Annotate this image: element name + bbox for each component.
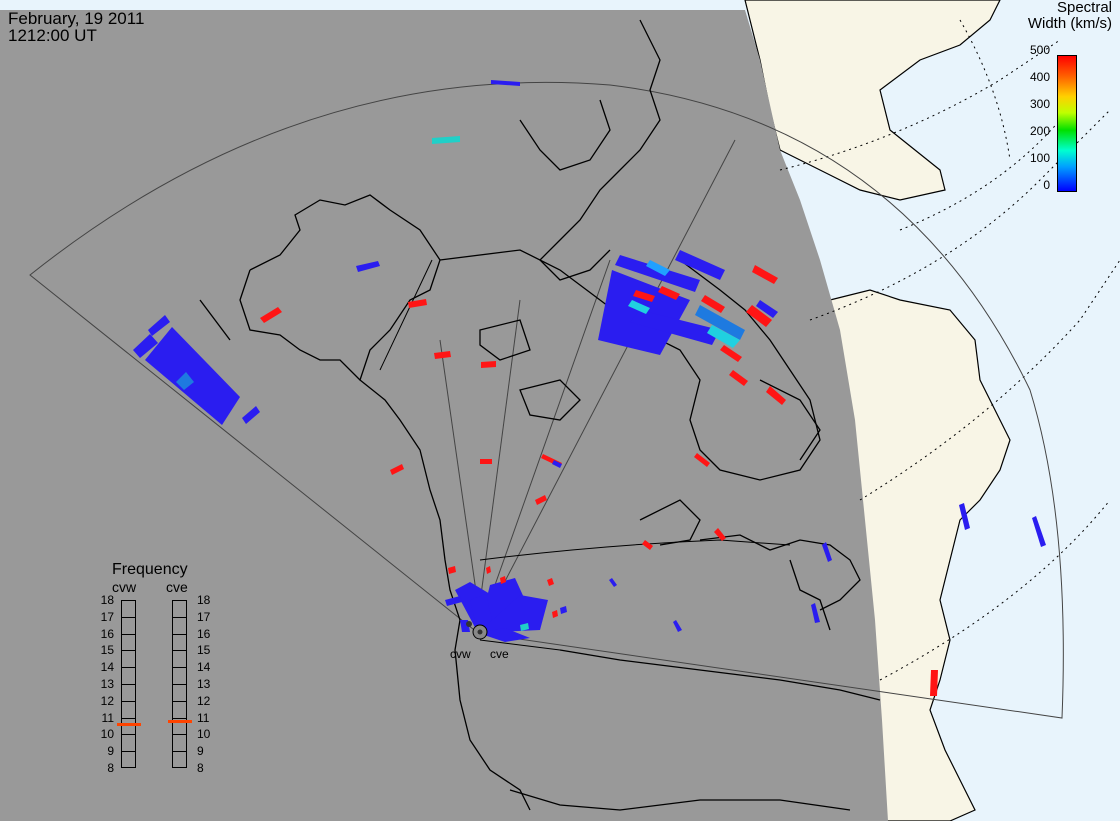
night-region [0, 10, 888, 821]
scatter-misc [260, 80, 1046, 696]
colorbar-title-line1: Spectral [1056, 0, 1112, 16]
frequency-tick-label: 11 [197, 710, 210, 725]
frequency-tick-label: 10 [100, 727, 114, 742]
frequency-tick-label: 12 [100, 693, 114, 708]
frequency-tick-label: 9 [197, 744, 204, 759]
colorbar-tick: 500 [1029, 43, 1050, 57]
radar-label-cvw: cvw [450, 647, 471, 661]
colorbar-title: Spectral Width (km/s) [1028, 0, 1112, 32]
graticule [779, 19, 1120, 681]
frequency-tick-label: 15 [100, 643, 114, 658]
colorbar-tick: 0 [1043, 178, 1050, 192]
radar-sites [466, 621, 488, 640]
frequency-tick-label: 13 [197, 677, 211, 691]
colorbar-tick: 100 [1029, 151, 1050, 165]
scatter-near-radar [445, 566, 567, 642]
frequency-tick-label: 16 [100, 626, 114, 641]
colorbar-tick: 300 [1029, 97, 1050, 111]
frequency-radar-cve: cve [166, 579, 188, 595]
fov-outline [29, 81, 1064, 719]
frequency-tick-label: 17 [197, 609, 211, 624]
colorbar-scale [1057, 55, 1077, 192]
radar-site-marker [466, 621, 472, 627]
frequency-title: Frequency [112, 561, 188, 578]
frequency-tick-label: 18 [100, 593, 114, 607]
frequency-tick-label: 16 [197, 626, 211, 641]
scatter-alaska [133, 315, 260, 425]
frequency-tick-label: 8 [197, 761, 204, 775]
map-time: 1212:00 UT [8, 26, 97, 45]
frequency-column-cvw [121, 600, 136, 768]
frequency-tick-label: 17 [100, 609, 114, 624]
map-date: February, 19 2011 [8, 9, 145, 28]
frequency-column-cve [172, 600, 187, 768]
frequency-tick-label: 18 [197, 593, 211, 607]
frequency-tick-label: 15 [197, 643, 211, 658]
frequency-marker-cve [168, 719, 192, 723]
frequency-radar-cvw: cvw [112, 579, 137, 595]
frequency-tick-label: 14 [100, 660, 114, 675]
frequency-marker-cvw [117, 723, 141, 727]
colorbar-title-line2: Width (km/s) [1027, 15, 1112, 32]
frequency-tick-label: 8 [107, 761, 114, 775]
frequency-tick-label: 13 [100, 677, 114, 691]
frequency-tick-label: 9 [107, 744, 114, 759]
colorbar-tick: 200 [1029, 124, 1050, 138]
borders [379, 259, 791, 651]
frequency-tick-label: 12 [197, 693, 211, 708]
frequency-tick-label: 14 [197, 660, 211, 675]
colorbar-tick: 400 [1029, 70, 1050, 84]
radar-label-cve: cve [490, 647, 509, 661]
frequency-tick-label: 11 [101, 710, 114, 725]
scatter-hudson [598, 250, 786, 405]
frequency-tick-label: 10 [197, 727, 211, 742]
